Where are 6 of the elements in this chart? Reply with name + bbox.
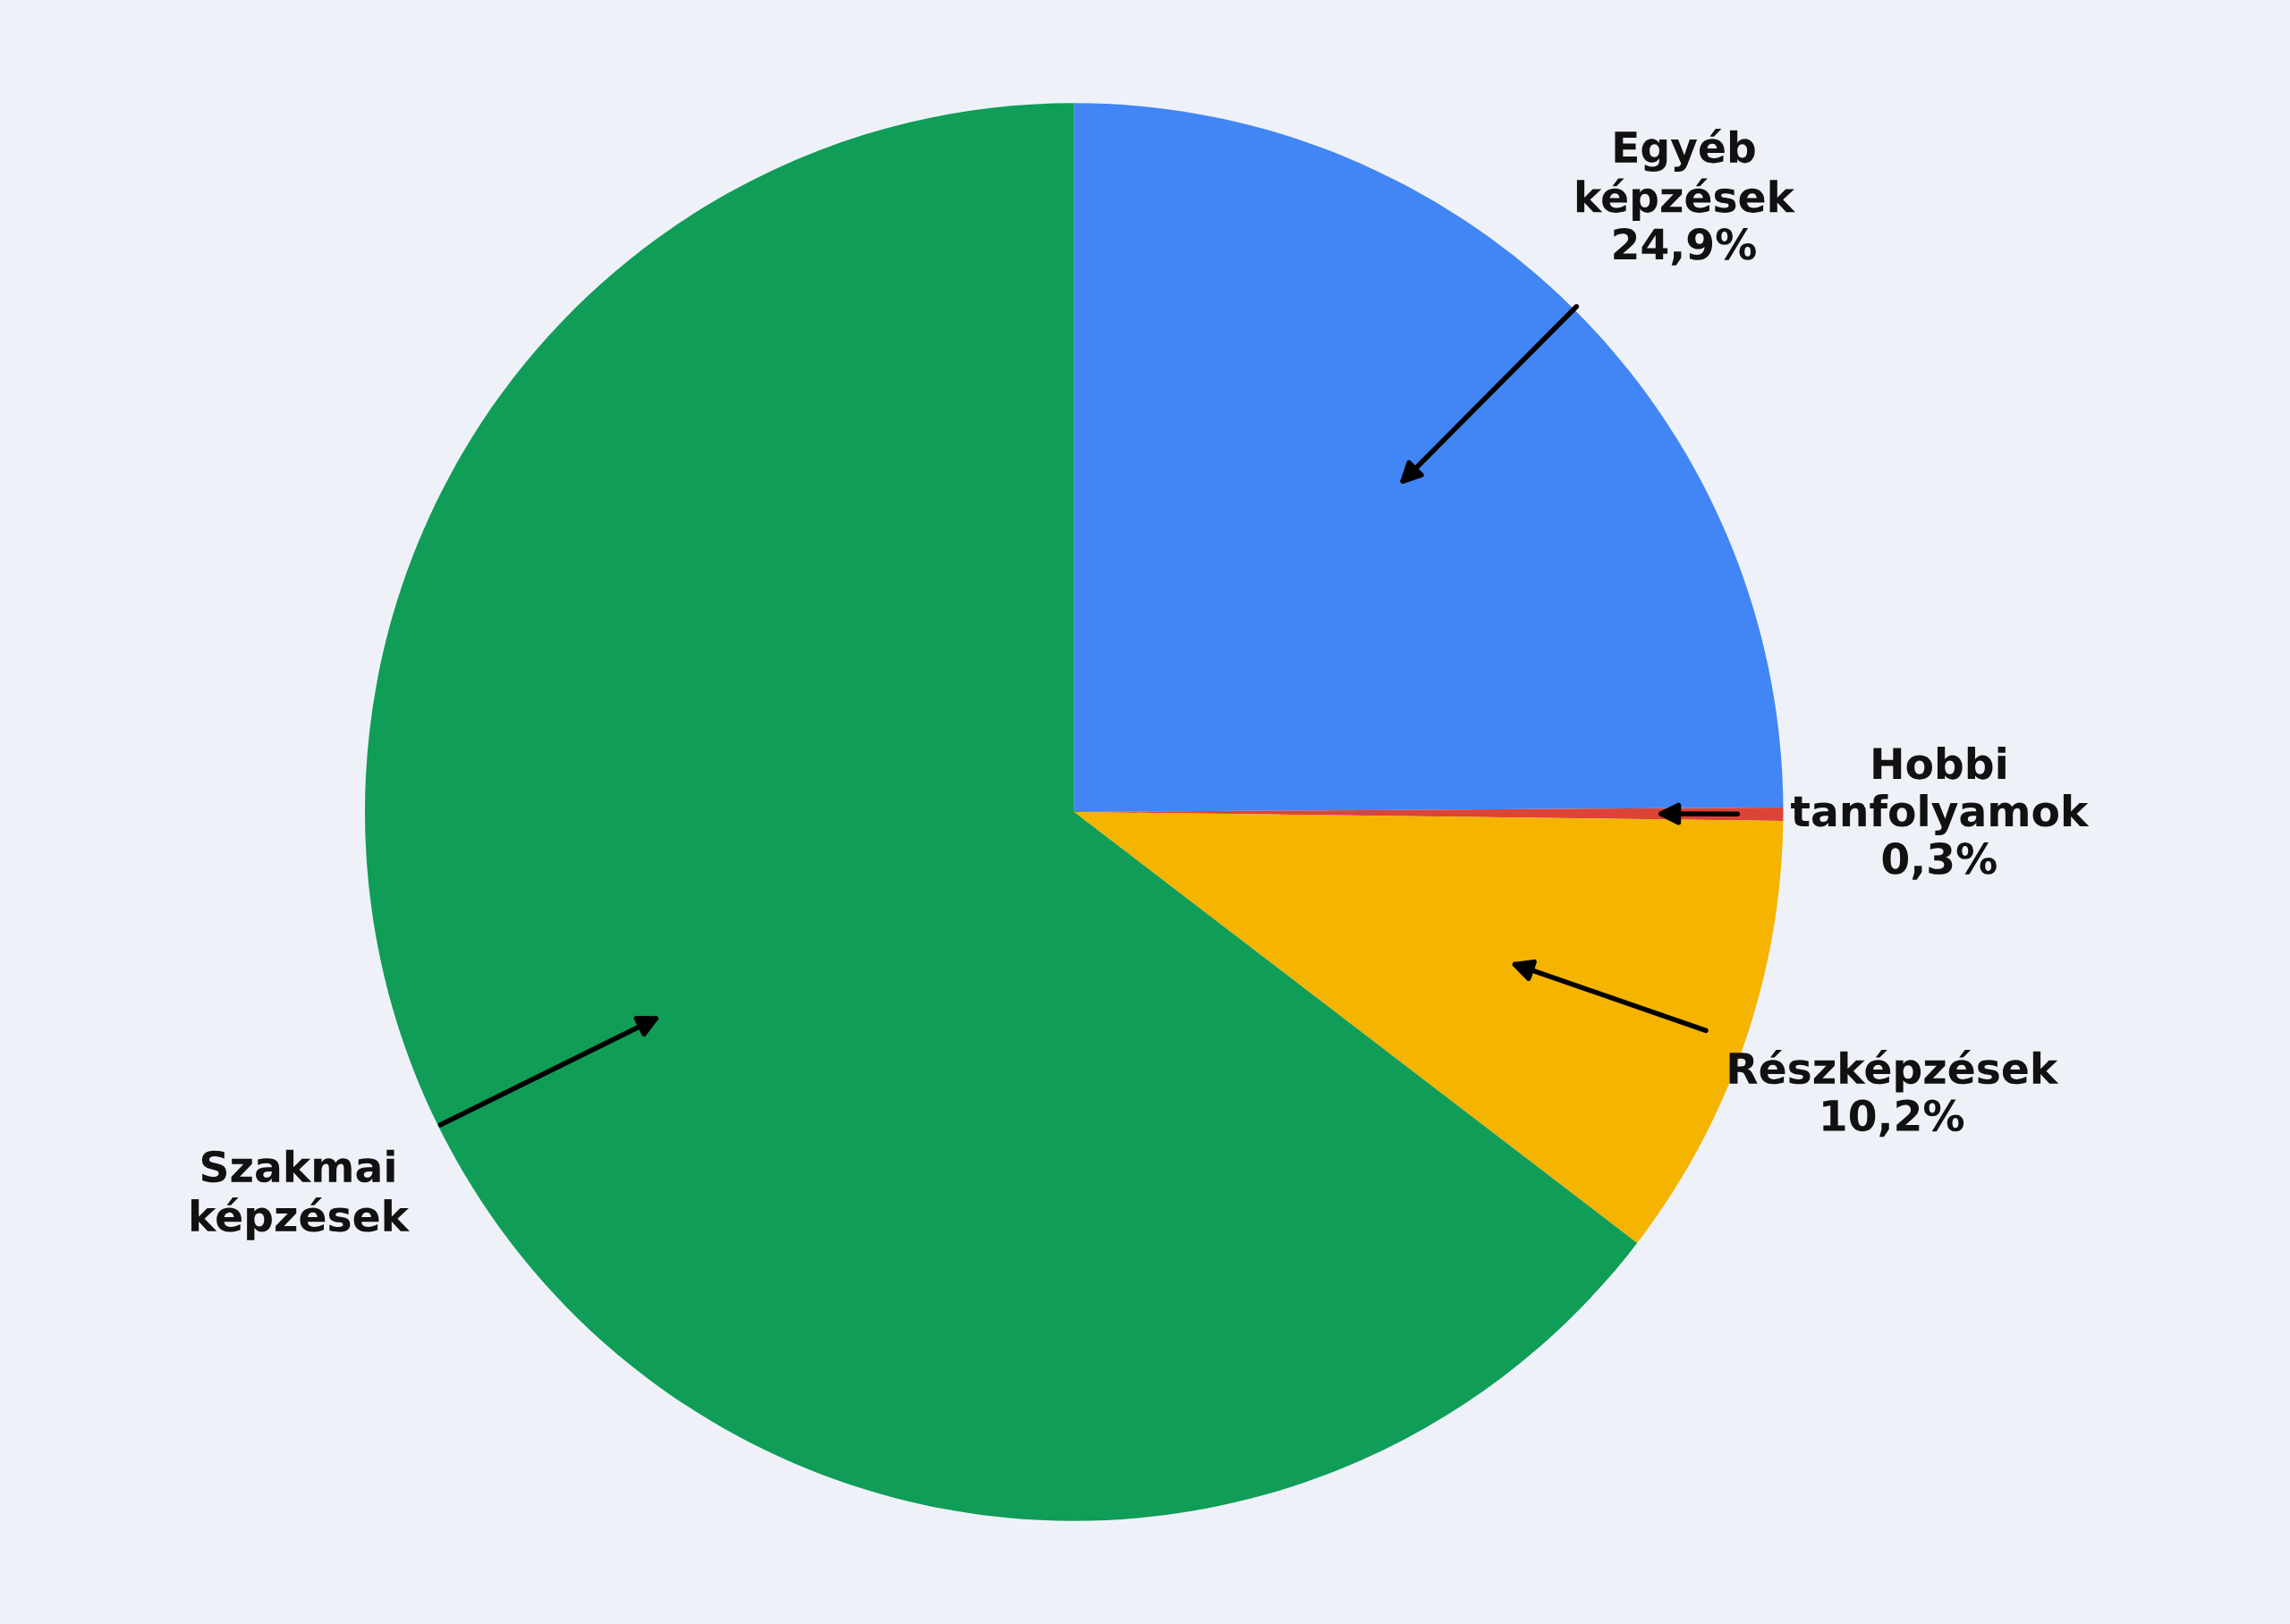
data-label: 10,2% — [1823, 1099, 1964, 1138]
slice-label: Szakmai képzések — [191, 1149, 410, 1240]
data-label: 0,3% — [1882, 842, 1997, 880]
slice-label: Hobbi tanfolyamok — [1791, 747, 2090, 836]
slice-label: Egyéb képzések — [1576, 128, 1795, 222]
data-label: 24,9% — [1614, 228, 1756, 266]
